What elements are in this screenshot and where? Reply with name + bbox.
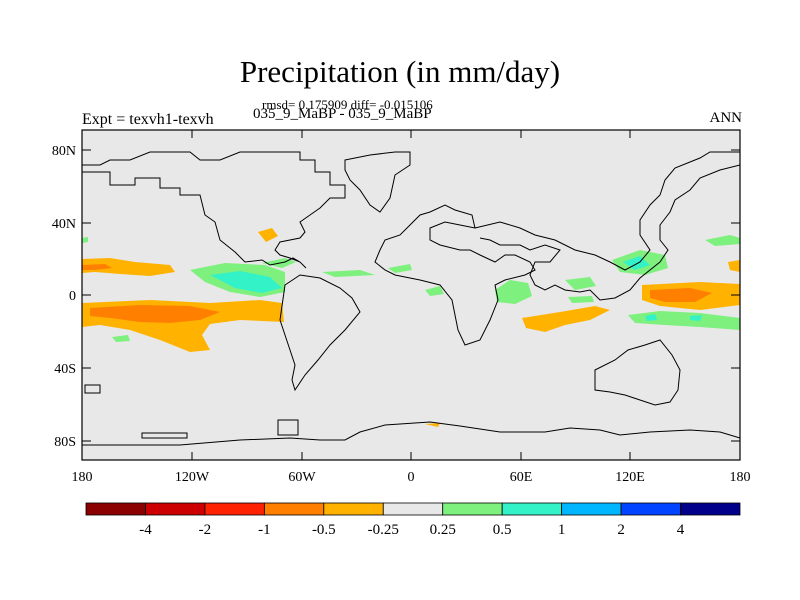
anomaly-green-far-west [82,237,88,243]
lat-tick-label-40s: 40S [54,362,76,377]
colorbar-swatch [323,502,384,516]
anomaly-orange-south-atlantic [425,423,440,427]
anomaly-green-atlantic-3 [425,286,444,296]
anomaly-green-north-west-pacific [705,235,740,246]
anomaly-green-south-west-pacific [628,311,740,330]
colorbar-labels: -4 -2 -1 -0.5 -0.25 0.25 0.5 1 2 4 [139,522,685,538]
lon-tick-label-60e: 60E [510,470,533,485]
colorbar-label: -1 [258,522,271,538]
anomaly-cyan-east-pacific [210,271,282,293]
colorbar-label: -4 [139,522,152,538]
coastline-europe-africa [374,204,536,346]
coastline-australia [594,339,681,406]
anomaly-green-indian-1 [568,296,594,303]
colorbar-label: 4 [677,522,685,538]
colorbar-swatch [501,502,563,516]
anomaly-green-arabian [565,277,596,290]
colorbar-swatch [204,502,265,516]
lon-tick-label-60w: 60W [288,470,316,485]
anomaly-green-atlantic-1 [322,270,375,277]
anomaly-darkorange-west-pacific [650,288,712,302]
coastline-island-1 [141,432,188,439]
coastline-asia [474,151,741,301]
anomaly-orange-north-pacific [82,258,175,276]
colorbar-swatch [620,502,681,516]
coastlines [82,151,741,446]
colorbar-label: -0.25 [368,522,399,538]
coastline-north-america [82,151,346,269]
experiment-label: 035_9_MaBP - 035_9_MaBP [253,106,432,122]
season-label: ANN [709,110,743,126]
coastline-greenland [344,151,411,213]
colorbar-label: 2 [617,522,625,538]
colorbar-swatch [680,502,741,516]
lon-tick-label-120w: 120W [175,470,210,485]
colorbar-swatch [145,502,206,516]
colorbar-swatch [442,502,503,516]
plot-background [82,130,740,460]
coastline-island-3 [84,384,101,394]
colorbar-label: 0.5 [493,522,512,538]
anomaly-green-south-pacific [112,335,130,342]
expt-left-label: Expt = texvh1-texvh [82,111,214,128]
colorbar-swatch [561,502,622,516]
anomaly-orange-central-america [258,228,278,242]
lon-tick-label-120e: 120E [615,470,645,485]
colorbar-label: 1 [558,522,566,538]
anomaly-orange-right-edge [728,260,740,272]
anomaly-orange-indian-ocean [522,306,610,332]
axis-ticks [82,130,740,460]
colorbar-swatch [263,502,325,516]
lon-tick-label-180w: 180 [72,470,93,485]
anomaly-green-atlantic-2 [388,264,412,273]
map-title: Precipitation (in mm/day) [239,54,561,89]
coastline-south-america [279,274,361,392]
anomaly-cyan-south-west-pacific [645,314,657,321]
anomaly-green-africa [495,280,532,304]
lat-tick-label-80s: 80S [54,435,76,450]
colorbar [85,502,741,516]
anomaly-darkorange-north-pacific [82,264,112,270]
anomaly-cyan-asia [623,256,650,270]
lat-tick-label-40n: 40N [52,217,76,232]
colorbar-swatch [382,502,444,516]
lat-tick-label-0: 0 [69,289,76,304]
lon-tick-label-0: 0 [408,470,415,485]
lon-tick-label-180e: 180 [730,470,751,485]
colorbar-label: -0.5 [312,522,336,538]
anomaly-fields [82,228,740,427]
colorbar-label: -2 [199,522,212,538]
colorbar-label: 0.25 [430,522,456,538]
coastline-antarctica [82,421,741,446]
coastline-island-2 [277,419,299,436]
stats-text: rmsd= 0.175909 diff= -0.015106 [262,97,433,112]
lat-tick-label-80n: 80N [52,144,76,159]
anomaly-darkorange-south-pacific [90,305,220,323]
colorbar-swatch [85,502,146,516]
anomaly-cyan-south-west-pacific-2 [690,315,702,321]
